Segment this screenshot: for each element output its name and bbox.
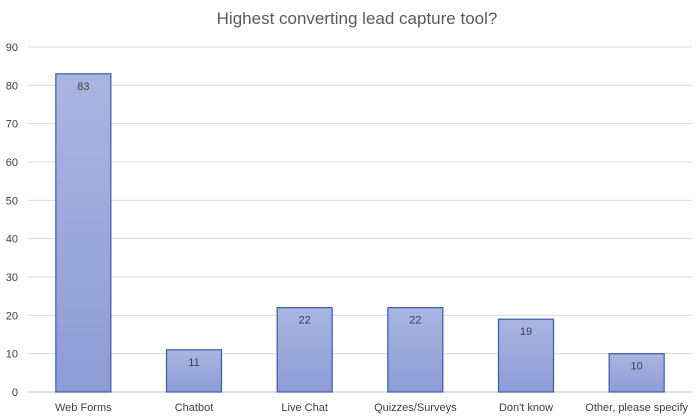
bar <box>55 73 112 393</box>
x-axis-categories: Web Forms Chatbot Live Chat Quizzes/Surveys… <box>55 402 689 414</box>
x-category-label: Live Chat <box>281 402 327 414</box>
chart-title: Highest converting lead capture tool? <box>217 9 498 28</box>
y-tick-label: 90 <box>6 42 18 54</box>
y-tick-label: 30 <box>6 272 18 284</box>
y-tick-label: 70 <box>6 119 18 131</box>
y-tick-label: 40 <box>6 234 18 246</box>
data-label: 22 <box>299 315 311 327</box>
y-tick-label: 80 <box>6 80 18 92</box>
bar <box>276 307 333 393</box>
bars <box>55 73 665 393</box>
bar <box>165 349 223 393</box>
x-category-label: Web Forms <box>55 402 112 414</box>
bar <box>387 307 444 393</box>
bar <box>608 353 665 393</box>
x-category-label: Other, please specify <box>585 402 688 414</box>
data-label: 83 <box>77 81 89 93</box>
gridlines <box>28 46 692 393</box>
data-label: 11 <box>188 357 199 369</box>
y-tick-label: 10 <box>6 349 18 361</box>
x-category-label: Chatbot <box>175 402 214 414</box>
y-tick-label: 50 <box>6 195 18 207</box>
y-tick-label: 20 <box>6 310 18 322</box>
data-label: 10 <box>631 361 643 373</box>
data-label: 19 <box>520 326 532 338</box>
data-label: 22 <box>409 315 421 327</box>
y-tick-label: 0 <box>12 387 18 399</box>
bar <box>497 318 555 393</box>
x-category-label: Don't know <box>499 402 553 414</box>
y-axis-ticks: 0 10 20 30 40 50 60 70 80 90 <box>6 42 18 399</box>
x-category-label: Quizzes/Surveys <box>374 402 457 414</box>
y-tick-label: 60 <box>6 157 18 169</box>
data-labels: 83 11 22 22 19 10 <box>77 81 643 373</box>
